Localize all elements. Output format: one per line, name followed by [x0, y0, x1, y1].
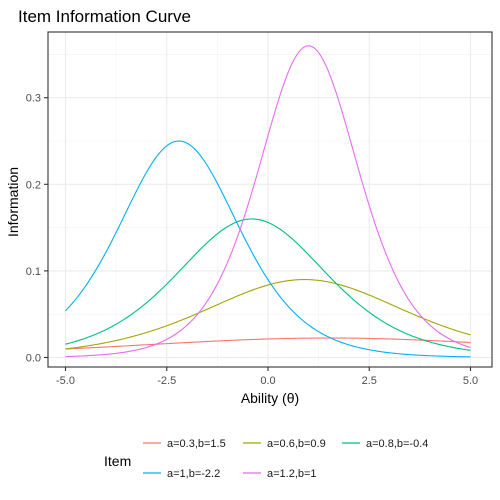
plot-background — [48, 32, 492, 367]
x-tick-label: 0.0 — [260, 375, 275, 387]
y-tick-label: 0.1 — [26, 266, 41, 278]
panel-border — [47, 31, 493, 368]
legend-label-2: a=0.6,b=0.9 — [267, 438, 326, 450]
chart-title: Item Information Curve — [18, 7, 191, 26]
axes: -5.0 -2.5 0.0 2.5 5.0 0.0 0.1 0.2 0.3 — [26, 31, 493, 387]
y-tick-label: 0.3 — [26, 93, 41, 105]
series-line-2 — [65, 279, 471, 350]
legend: Item a=0.3,b=1.5 a=0.6,b=0.9 a=0.8,b=-0.4 a… — [104, 438, 428, 480]
x-tick-label: 2.5 — [362, 375, 377, 387]
legend-label-3: a=0.8,b=-0.4 — [366, 438, 428, 450]
y-axis-title: Information — [5, 167, 21, 237]
y-tick-label: 0.2 — [26, 179, 41, 191]
x-tick-label: 5.0 — [463, 375, 478, 387]
legend-label-4: a=1,b=-2.2 — [167, 468, 220, 480]
series-lines — [65, 45, 471, 358]
gridlines — [48, 32, 492, 367]
plot-panel — [48, 32, 492, 367]
x-tick-label: -2.5 — [157, 375, 176, 387]
legend-label-5: a=1.2,b=1 — [267, 468, 317, 480]
series-line-1 — [65, 337, 471, 350]
legend-title: Item — [104, 453, 131, 469]
y-tick-label: 0.0 — [26, 353, 41, 365]
series-line-4 — [65, 140, 471, 358]
x-tick-label: -5.0 — [56, 375, 75, 387]
x-axis-title: Ability (θ) — [241, 390, 299, 406]
legend-label-1: a=0.3,b=1.5 — [167, 438, 226, 450]
series-line-3 — [65, 218, 471, 351]
series-line-5 — [65, 45, 471, 358]
